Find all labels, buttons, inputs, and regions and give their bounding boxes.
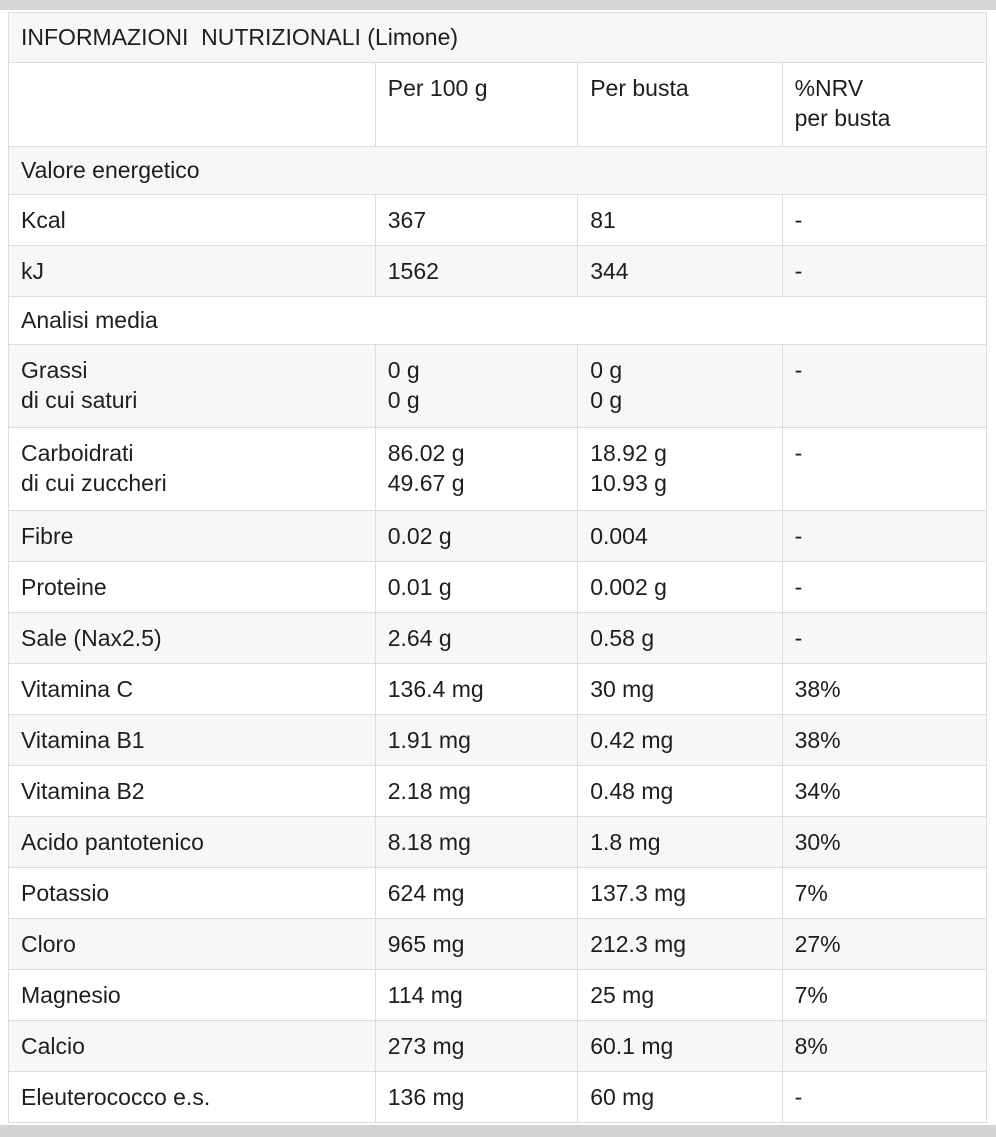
table-row-potassio: Potassio 624 mg 137.3 mg 7% — [8, 867, 988, 919]
cell-per-busta: 0.004 — [577, 510, 783, 562]
table-row-magnesio: Magnesio 114 mg 25 mg 7% — [8, 969, 988, 1021]
cell-per-100g: 624 mg — [374, 867, 579, 919]
table-row-sale: Sale (Nax2.5) 2.64 g 0.58 g - — [8, 612, 988, 664]
table-row-acido-pantotenico: Acido pantotenico 8.18 mg 1.8 mg 30% — [8, 816, 988, 868]
cell-per-busta: 0.58 g — [577, 612, 783, 664]
table-row-vitamina-b2: Vitamina B2 2.18 mg 0.48 mg 34% — [8, 765, 988, 817]
section-title: Valore energetico — [8, 146, 987, 195]
cell-nutrient: Grassi di cui saturi — [8, 344, 376, 428]
cell-nutrient: Magnesio — [8, 969, 376, 1021]
top-page-band — [0, 0, 996, 10]
cell-nutrient: Vitamina C — [8, 663, 376, 715]
column-header-nrv-per-busta: %NRV per busta — [781, 62, 988, 147]
cell-per-busta: 0.48 mg — [577, 765, 783, 817]
cell-nrv: 30% — [781, 816, 988, 868]
cell-nrv: - — [781, 612, 988, 664]
cell-per-100g: 8.18 mg — [374, 816, 579, 868]
cell-nrv: - — [781, 561, 988, 613]
cell-nutrient: Proteine — [8, 561, 376, 613]
cell-per-busta: 81 — [577, 194, 783, 246]
cell-per-busta: 18.92 g 10.93 g — [577, 427, 783, 511]
cell-nutrient: Sale (Nax2.5) — [8, 612, 376, 664]
bottom-page-band — [0, 1125, 996, 1137]
cell-per-busta: 60.1 mg — [577, 1020, 783, 1072]
cell-per-busta: 212.3 mg — [577, 918, 783, 970]
table-row-proteine: Proteine 0.01 g 0.002 g - — [8, 561, 988, 613]
cell-nrv: 38% — [781, 663, 988, 715]
section-row-valore-energetico: Valore energetico — [8, 146, 987, 195]
cell-per-100g: 2.64 g — [374, 612, 579, 664]
table-row-vitamina-b1: Vitamina B1 1.91 mg 0.42 mg 38% — [8, 714, 988, 766]
nutrition-table-container: INFORMAZIONI NUTRIZIONALI (Limone) Per 1… — [0, 10, 996, 1123]
cell-nrv: 27% — [781, 918, 988, 970]
cell-per-100g: 965 mg — [374, 918, 579, 970]
table-row-fibre: Fibre 0.02 g 0.004 - — [8, 510, 988, 562]
cell-per-100g: 0.02 g — [374, 510, 579, 562]
cell-nrv: 7% — [781, 969, 988, 1021]
cell-per-100g: 114 mg — [374, 969, 579, 1021]
cell-nrv: - — [781, 427, 988, 511]
cell-nutrient: Acido pantotenico — [8, 816, 376, 868]
cell-nutrient: Vitamina B1 — [8, 714, 376, 766]
table-row-grassi: Grassi di cui saturi 0 g 0 g 0 g 0 g - — [8, 344, 988, 428]
cell-nutrient: Kcal — [8, 194, 376, 246]
cell-nrv: 8% — [781, 1020, 988, 1072]
cell-per-100g: 1562 — [374, 245, 579, 297]
cell-nutrient: Cloro — [8, 918, 376, 970]
cell-per-100g: 0.01 g — [374, 561, 579, 613]
column-header-per-busta: Per busta — [577, 62, 783, 147]
section-row-analisi-media: Analisi media — [8, 296, 987, 345]
cell-nrv: - — [781, 1071, 988, 1123]
cell-per-busta: 344 — [577, 245, 783, 297]
cell-per-100g: 86.02 g 49.67 g — [374, 427, 579, 511]
cell-per-100g: 2.18 mg — [374, 765, 579, 817]
cell-nrv: 34% — [781, 765, 988, 817]
table-row-carboidrati: Carboidrati di cui zuccheri 86.02 g 49.6… — [8, 427, 988, 511]
table-row-vitamina-c: Vitamina C 136.4 mg 30 mg 38% — [8, 663, 988, 715]
cell-per-busta: 60 mg — [577, 1071, 783, 1123]
cell-nrv: - — [781, 344, 988, 428]
section-title: Analisi media — [8, 296, 987, 345]
cell-per-busta: 1.8 mg — [577, 816, 783, 868]
cell-nutrient: Calcio — [8, 1020, 376, 1072]
cell-nutrient: Eleuterococco e.s. — [8, 1071, 376, 1123]
cell-per-100g: 1.91 mg — [374, 714, 579, 766]
cell-nrv: 38% — [781, 714, 988, 766]
cell-per-100g: 367 — [374, 194, 579, 246]
cell-nrv: - — [781, 510, 988, 562]
cell-per-100g: 136.4 mg — [374, 663, 579, 715]
cell-per-100g: 273 mg — [374, 1020, 579, 1072]
cell-nrv: 7% — [781, 867, 988, 919]
cell-nrv: - — [781, 194, 988, 246]
table-title-row: INFORMAZIONI NUTRIZIONALI (Limone) — [8, 12, 987, 63]
cell-per-busta: 0.42 mg — [577, 714, 783, 766]
cell-per-busta: 25 mg — [577, 969, 783, 1021]
cell-per-busta: 30 mg — [577, 663, 783, 715]
column-header-empty — [8, 62, 376, 147]
cell-per-100g: 0 g 0 g — [374, 344, 579, 428]
table-row-eleuterococco: Eleuterococco e.s. 136 mg 60 mg - — [8, 1071, 988, 1123]
cell-nutrient: kJ — [8, 245, 376, 297]
cell-nutrient: Potassio — [8, 867, 376, 919]
cell-per-busta: 0 g 0 g — [577, 344, 783, 428]
column-header-per-100g: Per 100 g — [374, 62, 579, 147]
table-row-kj: kJ 1562 344 - — [8, 245, 988, 297]
nutrition-table: INFORMAZIONI NUTRIZIONALI (Limone) Per 1… — [8, 12, 988, 1123]
table-row-calcio: Calcio 273 mg 60.1 mg 8% — [8, 1020, 988, 1072]
table-row-kcal: Kcal 367 81 - — [8, 194, 988, 246]
table-row-cloro: Cloro 965 mg 212.3 mg 27% — [8, 918, 988, 970]
cell-nutrient: Vitamina B2 — [8, 765, 376, 817]
cell-nrv: - — [781, 245, 988, 297]
cell-per-busta: 137.3 mg — [577, 867, 783, 919]
cell-per-busta: 0.002 g — [577, 561, 783, 613]
table-title: INFORMAZIONI NUTRIZIONALI (Limone) — [8, 12, 987, 63]
cell-per-100g: 136 mg — [374, 1071, 579, 1123]
cell-nutrient: Fibre — [8, 510, 376, 562]
cell-nutrient: Carboidrati di cui zuccheri — [8, 427, 376, 511]
column-header-row: Per 100 g Per busta %NRV per busta — [8, 62, 988, 147]
